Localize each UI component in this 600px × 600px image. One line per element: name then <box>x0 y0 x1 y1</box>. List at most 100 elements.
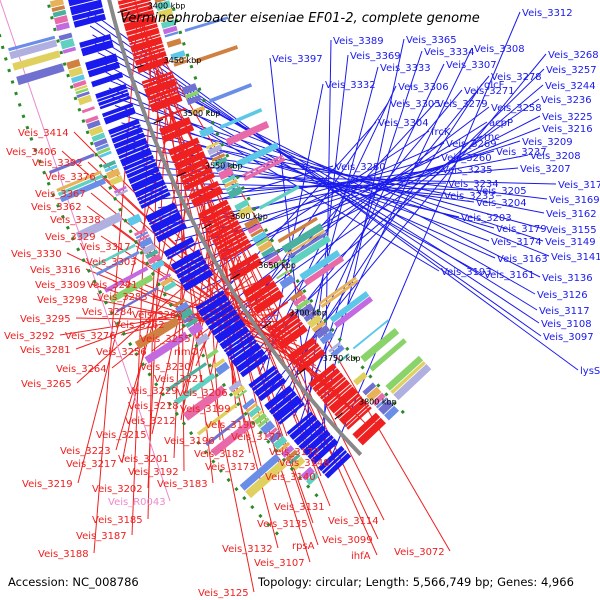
minus-strand-gene-label: Veis_3221 <box>154 374 205 385</box>
gene-feature <box>302 429 331 456</box>
gene-feature <box>88 125 104 137</box>
minus-strand-gene-label: Veis_3276 <box>65 331 116 342</box>
gene-feature <box>200 204 232 225</box>
gene-feature <box>174 255 204 275</box>
gene-feature <box>56 170 102 192</box>
minus-strand-leader-line <box>168 107 214 484</box>
minus-strand-gene-label: Veis_3329 <box>45 232 96 243</box>
gene-feature <box>232 258 263 281</box>
minus-strand-gene-label: Veis_3298 <box>37 295 88 306</box>
gene-feature <box>155 0 171 11</box>
gene-feature <box>91 243 136 269</box>
tick-label: 3600 kbp <box>230 212 268 221</box>
minus-strand-gene-label: Veis_3295 <box>20 314 71 325</box>
gene-feature <box>265 427 278 439</box>
gene-feature <box>352 412 381 439</box>
gene-feature <box>126 213 142 227</box>
gene-feature <box>148 208 179 226</box>
plus-strand-gene-label: acpP <box>489 118 513 129</box>
gene-feature <box>154 219 184 237</box>
gene-feature <box>181 167 213 186</box>
minus-strand-gene-label: Veis_3140 <box>265 472 316 483</box>
gene-feature <box>120 147 153 167</box>
gene-feature <box>294 346 322 368</box>
gene-feature <box>278 402 305 425</box>
gene-feature <box>264 385 294 411</box>
gene-feature <box>165 362 208 393</box>
minus-strand-gene-label: Veis_3262 <box>114 320 165 331</box>
gene-feature <box>205 348 219 360</box>
gene-feature <box>182 269 214 292</box>
gene-feature <box>324 452 352 479</box>
gene-feature <box>137 185 168 201</box>
gene-feature <box>110 124 141 138</box>
tick-label: 3800 kbp <box>359 397 397 406</box>
plus-strand-gene-label: Veis_3271 <box>464 86 515 97</box>
plus-strand-gene-label: Veis_3208 <box>530 151 581 162</box>
minus-strand-gene-label: Veis_3229 <box>127 386 178 397</box>
gene-feature <box>264 250 278 262</box>
gene-feature <box>212 156 228 167</box>
gene-feature <box>198 199 229 219</box>
gene-feature <box>211 314 241 336</box>
minus-strand-gene-label: Veis_3338 <box>50 215 101 226</box>
gene-feature <box>258 185 300 210</box>
gene-feature <box>116 286 159 313</box>
gene-feature <box>252 231 268 244</box>
plus-strand-gene-label: Veis_3258 <box>491 103 542 114</box>
gene-feature <box>221 174 236 185</box>
gene-feature <box>369 338 407 372</box>
gene-feature <box>272 317 301 340</box>
gene-feature <box>257 417 270 428</box>
plus-strand-gene-label: Veis_3149 <box>545 237 596 248</box>
minus-strand-gene-label: Veis_3392 <box>32 158 83 169</box>
tick-mark <box>334 412 343 420</box>
gene-feature <box>176 259 207 279</box>
plus-strand-gene-label: Veis_3126 <box>537 290 588 301</box>
gene-feature <box>118 144 150 160</box>
gene-feature <box>261 246 276 258</box>
plus-strand-gene-label: Veis_3234 <box>448 179 499 190</box>
gene-feature <box>167 137 200 156</box>
gene-feature <box>160 19 176 29</box>
gene-feature <box>134 179 166 198</box>
tick-label: 3400 kbp <box>148 2 186 11</box>
plus-strand-leader-line <box>105 78 550 257</box>
gene-feature <box>55 22 70 31</box>
plus-strand-gene-label: Veis_3236 <box>541 95 592 106</box>
gene-feature <box>130 36 163 53</box>
minus-strand-gene-label: Veis_3265 <box>21 379 72 390</box>
gene-feature <box>227 186 244 199</box>
gene-feature <box>362 382 377 396</box>
gene-feature <box>312 368 341 393</box>
minus-strand-gene-label: Veis_3199 <box>180 404 231 415</box>
gene-feature <box>86 119 101 130</box>
plus-strand-gene-label: Veis_3333 <box>380 63 431 74</box>
tick-mark <box>153 118 164 124</box>
gene-feature <box>126 23 158 36</box>
minus-strand-gene-label: Veis_3099 <box>322 535 373 546</box>
minus-strand-gene-label: Veis_3125 <box>198 588 249 599</box>
gene-feature <box>102 160 117 169</box>
gene-feature <box>91 72 124 88</box>
gene-feature <box>303 309 318 322</box>
gene-feature <box>303 255 345 286</box>
gene-feature <box>330 344 345 358</box>
plus-strand-gene-label: Veis_3304 <box>378 118 429 129</box>
gene-feature <box>212 358 226 369</box>
gene-feature <box>250 227 264 238</box>
gene-feature <box>179 263 210 285</box>
minus-strand-gene-label: Veis_3215 <box>96 430 147 441</box>
gene-feature <box>95 83 127 99</box>
gene-feature <box>308 363 337 388</box>
gene-feature <box>126 162 158 179</box>
minus-strand-gene-label: Veis_3107 <box>254 558 305 569</box>
gene-feature <box>147 253 162 265</box>
minus-strand-leader-line <box>147 100 167 489</box>
minus-strand-gene-label: Veis_3218 <box>128 401 179 412</box>
gene-feature <box>98 92 130 106</box>
gene-feature <box>69 0 103 16</box>
minus-strand-gene-label: Veis_3196 <box>164 436 215 447</box>
plus-strand-gene-label: Veis_3306 <box>398 82 449 93</box>
gene-feature <box>111 127 144 144</box>
